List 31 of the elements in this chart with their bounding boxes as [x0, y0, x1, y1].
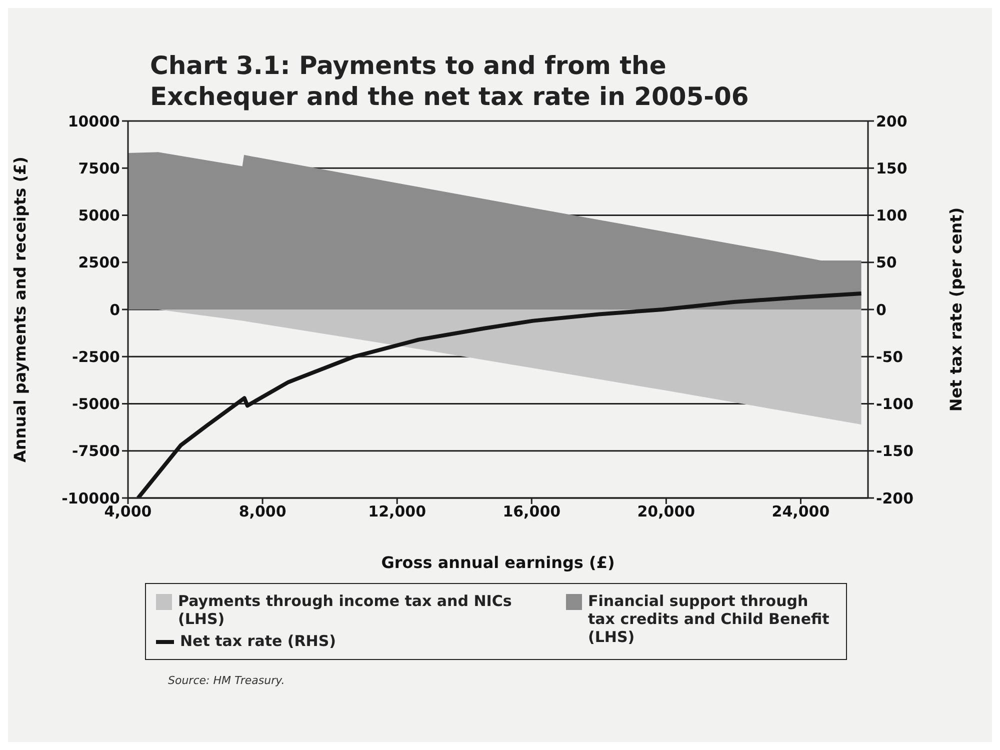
y2-tick-label: 200: [876, 112, 908, 130]
x-tick-label: 24,000: [772, 502, 830, 520]
x-tick-label: 12,000: [368, 502, 426, 520]
y2-tick-label: 0: [876, 300, 886, 318]
y2-tick-label: -50: [876, 347, 904, 366]
y-tick-label: -7500: [72, 442, 120, 460]
y-axis-title: Annual payments and receipts (£): [10, 156, 30, 462]
legend-label: Financial support through tax credits and Child Benefit (LHS): [588, 592, 830, 646]
y-tick-label: -5000: [72, 394, 120, 413]
y2-tick-label: 50: [876, 253, 897, 272]
x-axis-title: Gross annual earnings (£): [381, 552, 615, 572]
x-tick-label: 8,000: [238, 502, 286, 520]
y2-tick-label: -100: [876, 394, 914, 413]
y-tick-label: 10000: [68, 112, 120, 130]
y-tick-label: 0: [110, 300, 120, 318]
y2-tick-label: -200: [876, 488, 914, 507]
legend-label: Payments through income tax and NICs (LHS): [178, 592, 513, 628]
x-tick-label: 16,000: [502, 502, 561, 520]
line-series: [136, 290, 864, 498]
source-note: Source: HM Treasury.: [168, 674, 286, 686]
x-tick-label: 20,000: [637, 502, 696, 520]
y-tick-label: -2500: [72, 347, 120, 366]
y2-tick-label: -150: [876, 442, 914, 460]
chart-title: Chart 3.1: Payments to and from the Exchequer and the net tax rate in 2005-06: [149, 50, 750, 112]
y2-tick-label: 150: [876, 158, 908, 177]
legend-label: Net tax rate (RHS): [180, 632, 336, 650]
y-tick-label: 5000: [78, 206, 120, 224]
y2-axis-title: Net tax rate (per cent): [946, 206, 966, 412]
y-tick-label: 7500: [78, 158, 120, 177]
y-tick-label: 2500: [78, 253, 120, 272]
y2-tick-label: 100: [876, 206, 908, 224]
